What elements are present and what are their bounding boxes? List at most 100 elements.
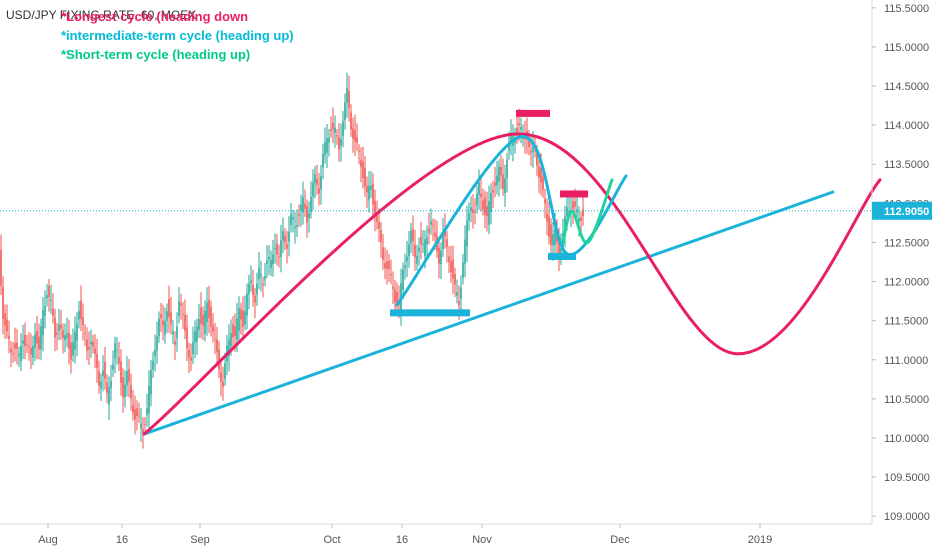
candle-body [356,137,358,143]
candle-body [114,343,116,359]
candle-body [152,360,154,370]
time-axis[interactable]: Aug 16 Sep Oct 16 Nov Dec 2019 [0,523,872,546]
candle-body [56,332,58,335]
candle-body [508,144,510,152]
candle-body [250,280,252,284]
candle-body [284,235,286,243]
candle-body [130,384,132,399]
candle-body [560,247,562,253]
longest-cycle-curve[interactable] [142,132,882,436]
candle-body [510,134,512,143]
candle-body [520,126,522,130]
candle-body [498,166,500,182]
candle-body [528,137,530,148]
candle-body [4,313,6,326]
candle-body [434,233,436,237]
x-tick-label: Sep [190,534,210,546]
y-tick-label: 111.0000 [884,355,928,367]
candle-body [572,201,574,209]
candle-body [578,218,580,222]
candle-body [208,299,210,318]
candle-body [554,228,556,245]
candle-body [538,166,540,178]
candle-body [558,236,560,256]
candle-body [412,228,414,241]
candle-body [454,274,456,285]
bottom-marker[interactable] [548,253,576,261]
candle-body [382,247,384,261]
candle-body [212,325,214,332]
candle-body [390,274,392,276]
short-cycle-curve[interactable] [561,178,614,245]
candle-body [386,261,388,270]
candle-body [60,324,62,329]
candle-body [310,197,312,213]
candle-body [112,364,114,370]
candle-body [180,303,182,306]
y-tick-label: 114.5000 [884,81,929,93]
candle-body [82,317,84,325]
candle-body [260,274,262,277]
candle-body [300,204,302,212]
candle-body [492,189,494,193]
candle-body [154,349,156,357]
candle-body [330,128,332,132]
candle-body [106,382,108,393]
candle-body [408,244,410,256]
candle-body [286,244,288,249]
bottom-marker[interactable] [390,309,470,317]
candle-body [228,339,230,357]
candle-body [38,336,40,350]
candle-body [332,122,334,130]
candle-body [18,353,20,357]
drawings-layer [142,109,882,436]
candle-body [274,247,276,249]
candle-body [426,237,428,245]
candle-body [320,175,322,190]
candle-body [126,371,128,386]
candle-body [188,349,190,358]
candle-body [10,348,12,353]
price-axis[interactable]: 109.0000 109.5000 110.0000 110.5000 111.0000… [871,0,932,524]
candle-body [6,319,8,332]
top-marker[interactable] [516,109,550,117]
candle-body [542,177,544,190]
candle-body [392,286,394,289]
candle-body [194,331,196,343]
candle-body [460,287,462,299]
candle-body [50,299,52,301]
candle-body [448,256,450,263]
candle-body [88,346,90,350]
candle-body [202,315,204,326]
candle-body [294,226,296,229]
candle-body [0,250,2,286]
candle-body [326,137,328,153]
trendline[interactable] [143,190,835,436]
candle-body [2,286,4,320]
candle-body [362,162,364,179]
candle-body [334,127,336,133]
candle-body [162,320,164,326]
candle-body [36,331,38,344]
candle-body [48,286,50,297]
top-marker[interactable] [560,190,588,198]
candle-body [176,326,178,339]
candle-body [418,247,420,252]
chart-title: USD/JPY FIXING RATE, 60, MOEX [6,8,197,22]
candle-body [338,137,340,150]
candle-body [218,349,220,370]
y-tick-label: 115.0000 [884,42,929,54]
candle-body [282,230,284,241]
candle-body [182,313,184,315]
candle-body [42,310,44,336]
candle-body [396,291,398,307]
last-price-badge [872,201,932,220]
candle-body [268,257,270,261]
candle-body [164,321,166,335]
candle-body [94,348,96,354]
candle-body [288,231,290,242]
candle-body [258,267,260,280]
candle-body [416,256,418,264]
